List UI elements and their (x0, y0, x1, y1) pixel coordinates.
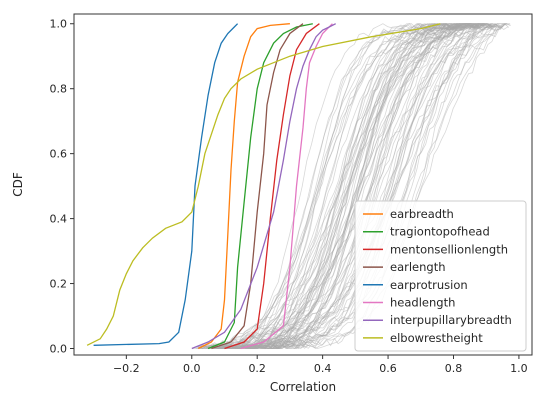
background-cdf-line (207, 23, 488, 350)
background-cdf-line (271, 23, 485, 347)
background-cdf-line (248, 23, 506, 350)
series-line-interpupillarybreadth (191, 23, 336, 350)
background-cdf-line (223, 23, 498, 349)
background-cdf-line (254, 23, 466, 350)
legend-label: headlength (390, 296, 455, 310)
background-cdf-line (241, 23, 465, 350)
x-axis-label: Correlation (270, 380, 336, 394)
legend: earbreadth tragiontopofhead mentonsellionl… (354, 200, 527, 352)
x-tick-label: 0.8 (445, 362, 463, 375)
background-cdf-line (273, 23, 486, 350)
y-tick-label: 0.6 (50, 148, 68, 161)
background-cdf-line (212, 23, 485, 349)
background-cdf-line (254, 23, 472, 349)
background-cdf-line (208, 23, 497, 349)
background-cdf-line (214, 23, 463, 350)
background-cdf-line (221, 23, 464, 350)
x-tick-label: 0.6 (379, 362, 397, 375)
background-cdf-line (253, 23, 510, 349)
y-tick-label: 0.4 (50, 213, 68, 226)
y-tick-label: 0.8 (50, 83, 68, 96)
y-tick-label: 0.0 (50, 343, 68, 356)
background-cdf-line (213, 23, 485, 349)
background-cdf-line (206, 23, 480, 349)
background-cdf-line (214, 23, 482, 350)
background-cdf-line (217, 23, 481, 349)
background-cdf-line (197, 23, 483, 349)
series-line-earbreadth (198, 23, 290, 350)
series-line-headlength (240, 23, 333, 350)
background-cdf-line (240, 23, 461, 349)
x-tick-label: −0.2 (113, 362, 140, 375)
legend-label: earbreadth (390, 207, 454, 221)
background-cdf-line (213, 23, 474, 349)
x-tick-label: 0.0 (183, 362, 201, 375)
y-tick-label: 0.2 (50, 278, 68, 291)
legend-label: earprotrusion (390, 278, 468, 292)
background-cdf-line (213, 23, 482, 349)
plot-frame (73, 13, 533, 356)
background-cdf-line (235, 23, 461, 349)
background-cdf-line (224, 23, 471, 349)
background-cdf-line (216, 23, 508, 349)
legend-label: interpupillarybreadth (390, 313, 512, 327)
legend-label: elbowrestheight (390, 331, 483, 345)
background-cdf-line (214, 23, 470, 350)
y-axis-ticks: 0.0 0.2 0.4 0.6 0.8 1.0 (50, 18, 74, 356)
background-cdf-line (199, 23, 478, 350)
background-cdf-line (196, 26, 463, 349)
legend-label: tragiontopofhead (390, 225, 490, 239)
background-cdf-line (253, 23, 504, 349)
series-line-earprotrusion (93, 23, 239, 346)
background-cdf-line (268, 23, 492, 349)
background-cdf-line (192, 23, 492, 350)
series-line-tragiontopofhead (207, 23, 313, 350)
background-cdf-line (244, 23, 496, 349)
highlighted-series-group (86, 23, 441, 350)
background-cdf-line (221, 23, 474, 349)
y-tick-label: 1.0 (50, 18, 68, 31)
background-cdf-line (197, 23, 495, 349)
background-cdf-line (232, 23, 485, 349)
background-cdf-line (195, 24, 497, 350)
x-tick-label: 1.0 (510, 362, 528, 375)
background-cdf-line (197, 23, 494, 349)
background-cdf-line (218, 23, 493, 349)
background-cdf-line (252, 23, 497, 349)
background-cdf-line (248, 23, 471, 349)
background-cdf-line (242, 23, 487, 349)
background-cdf-line (199, 23, 500, 349)
background-cdf-line (206, 23, 480, 349)
legend-label: earlength (390, 260, 446, 274)
x-tick-label: 0.2 (248, 362, 266, 375)
background-cdf-line (249, 23, 462, 349)
background-cdf-line (235, 23, 484, 350)
background-cdf-line (273, 24, 471, 348)
background-series-group (192, 23, 511, 350)
background-cdf-line (198, 23, 494, 349)
background-cdf-line (203, 24, 501, 349)
background-cdf-line (200, 23, 465, 350)
background-cdf-line (255, 23, 491, 346)
series-line-mentonsellionlength (224, 23, 320, 350)
background-cdf-line (192, 25, 499, 349)
x-axis-ticks: −0.2 0.0 0.2 0.4 0.6 0.8 1.0 (113, 355, 528, 375)
y-axis-label: CDF (11, 172, 25, 197)
background-cdf-line (255, 24, 478, 349)
legend-box (354, 200, 527, 352)
legend-label: mentonsellionlength (390, 242, 508, 256)
background-cdf-line (234, 23, 476, 349)
background-cdf-line (205, 23, 488, 349)
series-line-elbowrestheight (86, 23, 441, 346)
x-tick-label: 0.4 (314, 362, 332, 375)
series-line-earlength (211, 23, 304, 350)
